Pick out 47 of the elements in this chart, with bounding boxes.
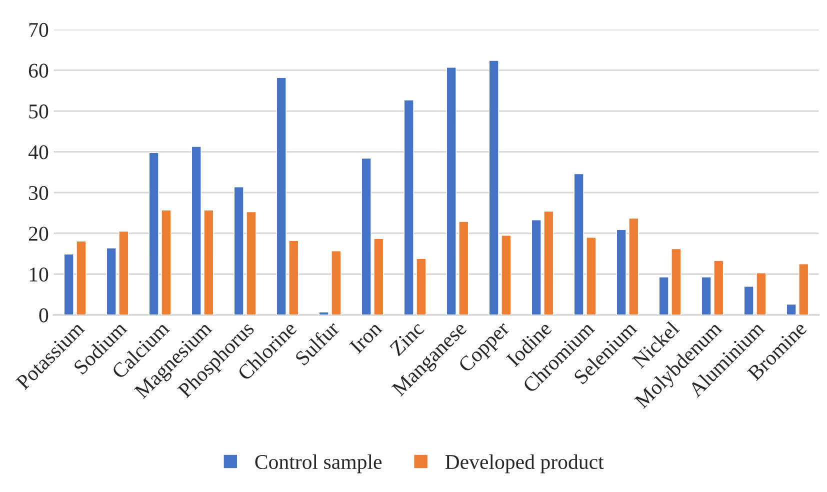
y-tick-label: 40	[28, 145, 48, 160]
x-tick-label: Iron	[349, 320, 383, 354]
bar	[501, 235, 512, 315]
bar	[148, 152, 159, 315]
y-tick-label: 0	[39, 308, 48, 322]
bar	[106, 248, 116, 315]
y-tick-label: 20	[28, 226, 48, 241]
bar	[416, 258, 426, 315]
bar	[544, 210, 554, 315]
y-tick-label: 30	[29, 186, 48, 200]
bar	[64, 254, 74, 315]
bar	[374, 238, 384, 315]
y-tick-label: 10	[30, 267, 48, 282]
bar	[76, 240, 86, 315]
bar	[756, 272, 766, 315]
bar	[628, 218, 639, 315]
bar	[446, 67, 456, 315]
bar	[361, 158, 372, 315]
legend-label: Developed product	[445, 454, 604, 474]
bar	[714, 260, 724, 315]
bar	[786, 304, 796, 315]
y-tick-label: 70	[29, 22, 48, 37]
bar	[234, 186, 244, 315]
y-tick-label: 60	[28, 64, 48, 78]
bar	[574, 173, 584, 315]
bar	[404, 100, 414, 315]
bar	[671, 248, 682, 315]
bar	[658, 276, 669, 315]
bar	[318, 312, 329, 315]
legend-label: Control sample	[255, 454, 382, 474]
bar	[744, 286, 754, 315]
bar	[288, 240, 299, 315]
bar	[701, 276, 712, 315]
bar	[246, 211, 256, 315]
bar	[118, 230, 129, 315]
bar	[161, 210, 172, 315]
bar	[331, 250, 342, 315]
bar	[798, 264, 809, 315]
bar	[276, 77, 286, 315]
bar	[531, 220, 542, 315]
bar	[616, 229, 626, 315]
bar	[204, 210, 214, 315]
bar	[458, 221, 469, 315]
bar	[586, 237, 596, 315]
y-tick-label: 50	[29, 104, 48, 118]
bar	[191, 146, 202, 315]
bar	[488, 60, 499, 315]
